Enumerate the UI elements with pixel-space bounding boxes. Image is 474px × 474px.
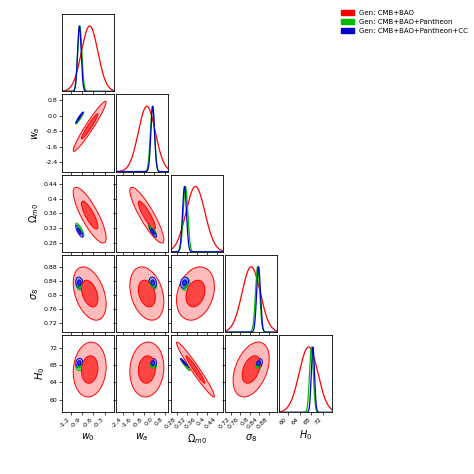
Ellipse shape — [73, 267, 106, 320]
X-axis label: $\sigma_8$: $\sigma_8$ — [245, 433, 257, 445]
Ellipse shape — [233, 342, 269, 397]
Legend: Gen: CMB+BAO, Gen: CMB+BAO+Pantheon, Gen: CMB+BAO+Pantheon+CC: Gen: CMB+BAO, Gen: CMB+BAO+Pantheon, Gen… — [340, 8, 470, 36]
Ellipse shape — [181, 278, 190, 291]
Ellipse shape — [182, 280, 186, 285]
Ellipse shape — [256, 361, 260, 365]
Ellipse shape — [138, 280, 155, 307]
Ellipse shape — [78, 227, 82, 233]
Ellipse shape — [82, 280, 98, 307]
Ellipse shape — [151, 228, 155, 234]
Ellipse shape — [149, 226, 156, 237]
Ellipse shape — [76, 360, 84, 371]
Ellipse shape — [76, 226, 83, 237]
Ellipse shape — [181, 358, 189, 368]
Ellipse shape — [78, 115, 82, 121]
X-axis label: $w_a$: $w_a$ — [136, 431, 149, 443]
Ellipse shape — [76, 278, 84, 291]
Ellipse shape — [78, 280, 81, 285]
Ellipse shape — [78, 361, 81, 365]
Ellipse shape — [186, 280, 205, 307]
Ellipse shape — [76, 223, 84, 237]
Ellipse shape — [182, 361, 186, 365]
Ellipse shape — [73, 187, 106, 243]
Y-axis label: $\sigma_8$: $\sigma_8$ — [29, 288, 41, 300]
Ellipse shape — [150, 281, 155, 287]
Ellipse shape — [253, 360, 262, 371]
Ellipse shape — [181, 360, 190, 371]
Ellipse shape — [148, 278, 156, 291]
Y-axis label: $\Omega_{m0}$: $\Omega_{m0}$ — [27, 203, 41, 223]
Ellipse shape — [78, 228, 81, 234]
Ellipse shape — [76, 277, 83, 288]
Ellipse shape — [78, 115, 81, 120]
Y-axis label: $H_0$: $H_0$ — [33, 367, 46, 381]
Ellipse shape — [130, 342, 164, 397]
Ellipse shape — [138, 356, 155, 383]
Ellipse shape — [130, 187, 164, 243]
Ellipse shape — [151, 280, 155, 285]
Ellipse shape — [76, 112, 84, 124]
Ellipse shape — [176, 267, 214, 320]
Ellipse shape — [76, 358, 83, 368]
Ellipse shape — [176, 342, 214, 397]
Ellipse shape — [73, 101, 106, 151]
Ellipse shape — [149, 358, 156, 368]
Ellipse shape — [78, 363, 82, 368]
Ellipse shape — [148, 360, 156, 371]
Ellipse shape — [76, 112, 83, 123]
X-axis label: $H_0$: $H_0$ — [299, 428, 312, 442]
Ellipse shape — [255, 358, 262, 368]
Ellipse shape — [82, 356, 98, 383]
Ellipse shape — [82, 114, 98, 139]
X-axis label: $\Omega_{m0}$: $\Omega_{m0}$ — [187, 433, 207, 447]
Ellipse shape — [151, 361, 155, 365]
Ellipse shape — [82, 201, 98, 229]
Ellipse shape — [242, 356, 260, 383]
Ellipse shape — [78, 281, 82, 287]
Ellipse shape — [150, 227, 155, 233]
Ellipse shape — [150, 363, 155, 368]
Ellipse shape — [186, 356, 205, 383]
Ellipse shape — [130, 267, 164, 320]
Ellipse shape — [73, 342, 106, 397]
Ellipse shape — [148, 223, 156, 237]
X-axis label: $w_0$: $w_0$ — [81, 431, 95, 443]
Y-axis label: $w_a$: $w_a$ — [31, 126, 43, 140]
Ellipse shape — [149, 277, 156, 288]
Ellipse shape — [255, 363, 260, 368]
Ellipse shape — [138, 201, 155, 229]
Ellipse shape — [181, 277, 189, 288]
Ellipse shape — [183, 281, 188, 287]
Ellipse shape — [183, 363, 188, 368]
